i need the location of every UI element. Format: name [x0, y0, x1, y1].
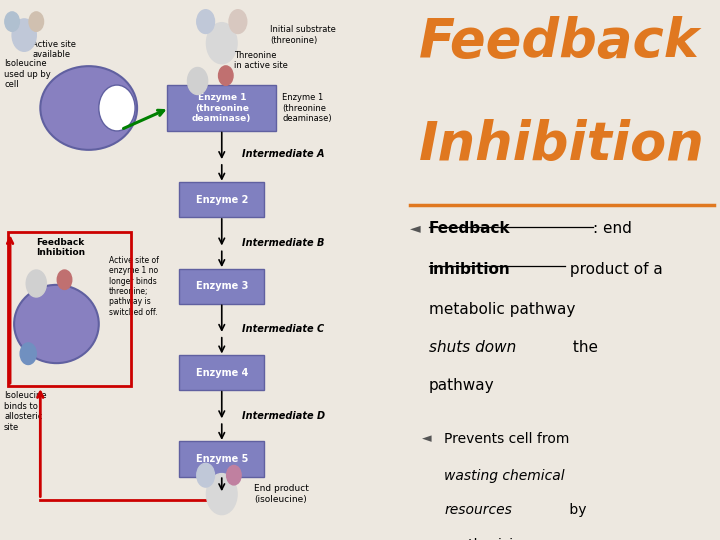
- Circle shape: [29, 12, 43, 31]
- Circle shape: [5, 12, 19, 31]
- Text: Enzyme 2: Enzyme 2: [196, 195, 248, 205]
- FancyBboxPatch shape: [179, 182, 264, 217]
- Text: Feedback: Feedback: [419, 16, 700, 68]
- Text: Prevents cell from: Prevents cell from: [444, 432, 570, 446]
- Text: Active site
available: Active site available: [32, 40, 76, 59]
- Text: Intermediate D: Intermediate D: [242, 411, 325, 421]
- Text: Enzyme 3: Enzyme 3: [196, 281, 248, 291]
- Bar: [8, 232, 131, 386]
- Text: Feedback: Feedback: [428, 221, 510, 237]
- Text: : end: : end: [593, 221, 632, 237]
- Circle shape: [207, 23, 237, 64]
- Text: wasting chemical: wasting chemical: [444, 469, 565, 483]
- Text: Enzyme 5: Enzyme 5: [196, 454, 248, 464]
- Text: Intermediate A: Intermediate A: [242, 149, 325, 159]
- Ellipse shape: [14, 285, 99, 363]
- Circle shape: [26, 270, 46, 297]
- Text: resources: resources: [444, 503, 512, 517]
- Text: Intermediate C: Intermediate C: [242, 325, 324, 334]
- Text: Threonine
in active site: Threonine in active site: [234, 51, 288, 70]
- Text: Inhibition: Inhibition: [419, 119, 705, 171]
- Text: shuts down: shuts down: [428, 340, 516, 355]
- Text: End product
(isoleucine): End product (isoleucine): [254, 484, 309, 504]
- Text: Intermediate B: Intermediate B: [242, 238, 324, 248]
- Text: Feedback
Inhibition: Feedback Inhibition: [36, 238, 86, 257]
- Text: product of a: product of a: [564, 262, 662, 277]
- Circle shape: [12, 19, 36, 51]
- Circle shape: [20, 343, 36, 364]
- Circle shape: [227, 465, 241, 485]
- Text: ◄: ◄: [422, 432, 432, 445]
- Text: by: by: [564, 503, 586, 517]
- FancyBboxPatch shape: [179, 442, 264, 477]
- Circle shape: [187, 68, 207, 94]
- Circle shape: [207, 474, 237, 515]
- Circle shape: [58, 270, 72, 289]
- Circle shape: [197, 10, 215, 33]
- Text: synthesizing more: synthesizing more: [444, 538, 572, 540]
- Circle shape: [219, 66, 233, 85]
- Text: Enzyme 1
(threonine
deaminase): Enzyme 1 (threonine deaminase): [282, 93, 332, 123]
- Circle shape: [229, 10, 247, 33]
- Text: Enzyme 1
(threonine
deaminase): Enzyme 1 (threonine deaminase): [192, 93, 251, 123]
- Text: Isoleucine
used up by
cell: Isoleucine used up by cell: [4, 59, 51, 89]
- Text: Initial substrate
(threonine): Initial substrate (threonine): [270, 25, 336, 45]
- Ellipse shape: [99, 85, 135, 131]
- Ellipse shape: [40, 66, 137, 150]
- Text: ◄: ◄: [410, 221, 420, 235]
- Text: pathway: pathway: [428, 378, 494, 393]
- FancyBboxPatch shape: [179, 269, 264, 303]
- Text: inhibition: inhibition: [428, 262, 510, 277]
- Text: Isoleucine
binds to
allosteric
site: Isoleucine binds to allosteric site: [4, 392, 47, 431]
- Text: metabolic pathway: metabolic pathway: [428, 302, 575, 318]
- FancyBboxPatch shape: [167, 85, 276, 131]
- Text: Active site of
enzyme 1 no
longer binds
threonine;
pathway is
switched off.: Active site of enzyme 1 no longer binds …: [109, 256, 158, 316]
- Text: Enzyme 4: Enzyme 4: [196, 368, 248, 377]
- Circle shape: [197, 463, 215, 487]
- FancyBboxPatch shape: [179, 355, 264, 390]
- Text: the: the: [568, 340, 598, 355]
